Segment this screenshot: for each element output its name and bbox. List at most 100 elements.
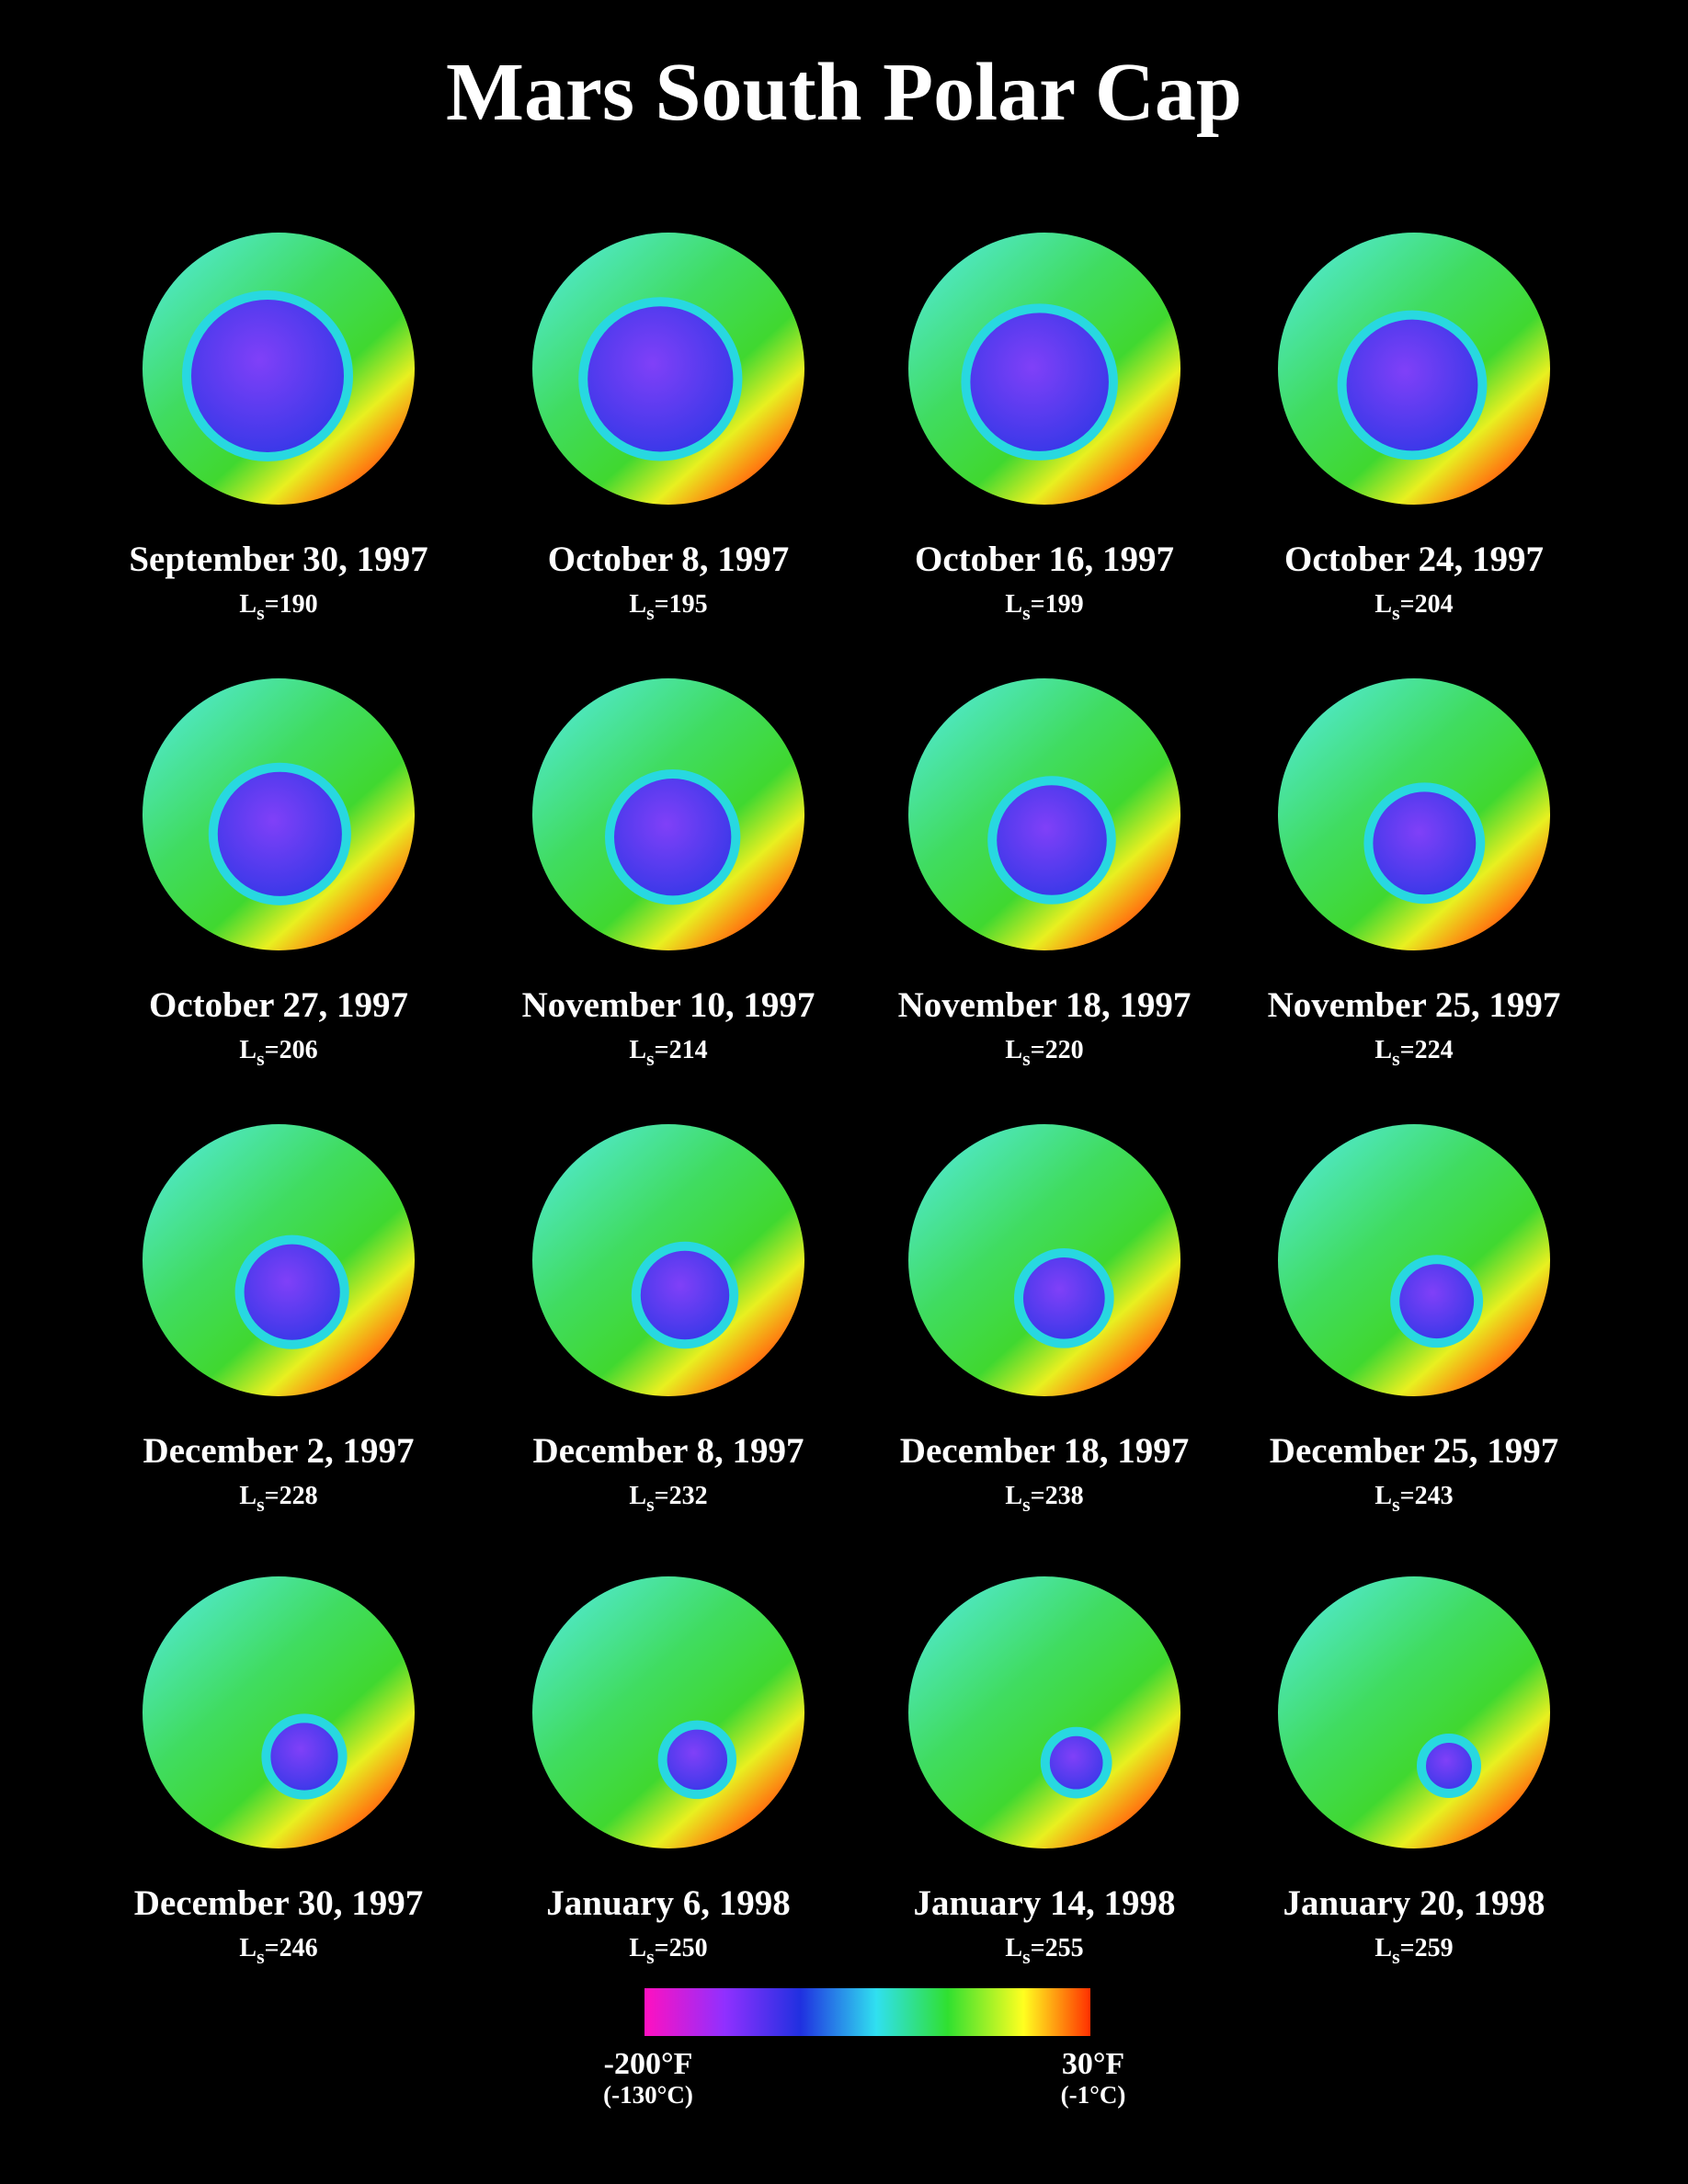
ls-subscript: s [1392,1493,1400,1516]
thermal-map [908,1576,1180,1848]
ls-subscript: s [257,1047,265,1070]
ls-symbol: L [1005,1934,1022,1962]
ls-value: 238 [1045,1482,1084,1510]
ls-equals: = [265,590,279,619]
polar-cap [1014,1248,1114,1348]
ls-equals: = [1031,590,1045,619]
ls-equals: = [1400,590,1415,619]
date-label: January 6, 1998 [546,1883,790,1923]
ls-label: Ls=195 [629,590,707,624]
polar-cap [961,303,1118,461]
ls-subscript: s [1022,1047,1031,1070]
ls-equals: = [655,1482,669,1510]
ls-label: Ls=255 [1005,1934,1083,1968]
ls-symbol: L [1005,1482,1022,1510]
ls-subscript: s [1392,601,1400,624]
date-label: December 2, 1997 [143,1431,415,1471]
ls-symbol: L [629,1934,646,1962]
ls-subscript: s [646,1945,655,1968]
date-label: January 14, 1998 [914,1883,1176,1923]
polar-cap [1363,782,1486,904]
ls-subscript: s [646,601,655,624]
ls-equals: = [655,1934,669,1962]
ls-label: Ls=206 [239,1036,317,1070]
date-label: September 30, 1997 [129,540,428,579]
thermal-map [532,1576,804,1848]
ls-label: Ls=232 [629,1482,707,1516]
colorbar-low-c: (-130°C) [603,2081,693,2109]
colorbar-high-c: (-1°C) [1061,2081,1126,2109]
ls-label: Ls=220 [1005,1036,1083,1070]
ls-value: 204 [1415,590,1454,619]
ls-value: 224 [1415,1036,1454,1064]
ls-equals: = [1400,1934,1415,1962]
thermal-map [1278,1576,1550,1848]
ls-equals: = [1400,1482,1415,1510]
ls-value: 259 [1415,1934,1454,1962]
ls-value: 255 [1045,1934,1084,1962]
ls-symbol: L [1374,590,1392,619]
ls-label: Ls=204 [1374,590,1453,624]
colorbar-low-f: -200°F [604,2047,693,2081]
date-label: December 25, 1997 [1270,1431,1558,1471]
ls-value: 214 [669,1036,708,1064]
ls-value: 190 [279,590,318,619]
ls-symbol: L [239,1036,257,1064]
ls-symbol: L [1374,1482,1392,1510]
date-label: October 16, 1997 [915,540,1174,579]
ls-symbol: L [239,1934,257,1962]
ls-symbol: L [1005,1036,1022,1064]
ls-label: Ls=224 [1374,1036,1453,1070]
ls-label: Ls=250 [629,1934,707,1968]
polar-cap [987,776,1116,904]
ls-label: Ls=259 [1374,1934,1453,1968]
polar-cap [261,1713,348,1800]
ls-label: Ls=199 [1005,590,1083,624]
date-label: December 8, 1997 [533,1431,804,1471]
date-label: October 24, 1997 [1284,540,1544,579]
ls-symbol: L [239,1482,257,1510]
date-label: January 20, 1998 [1283,1883,1545,1923]
polar-cap [1390,1255,1484,1348]
colorbar-high-f: 30°F [1062,2047,1124,2081]
ls-value: 232 [669,1482,708,1510]
ls-label: Ls=238 [1005,1482,1083,1516]
color-bar [644,1988,1090,2036]
ls-subscript: s [257,601,265,624]
ls-subscript: s [1022,1945,1031,1968]
ls-equals: = [265,1934,279,1962]
ls-symbol: L [239,590,257,619]
polar-cap [1337,310,1488,461]
ls-value: 250 [669,1934,708,1962]
polar-cap [631,1241,739,1349]
ls-label: Ls=228 [239,1482,317,1516]
ls-value: 243 [1415,1482,1454,1510]
polar-cap [182,290,353,461]
ls-subscript: s [257,1945,265,1968]
ls-equals: = [1400,1036,1415,1064]
ls-equals: = [265,1036,279,1064]
ls-symbol: L [1005,590,1022,619]
thermal-map [1278,1124,1550,1396]
ls-subscript: s [646,1047,655,1070]
ls-value: 220 [1045,1036,1084,1064]
thermal-map [143,1576,415,1848]
ls-equals: = [1031,1934,1045,1962]
polar-cap [657,1720,737,1800]
title: Mars South Polar Cap [446,47,1242,138]
ls-equals: = [655,1036,669,1064]
date-label: December 18, 1997 [900,1431,1189,1471]
ls-value: 228 [279,1482,318,1510]
ls-subscript: s [1392,1047,1400,1070]
polar-cap [234,1234,349,1349]
ls-value: 246 [279,1934,318,1962]
ls-symbol: L [1374,1934,1392,1962]
ls-symbol: L [629,590,646,619]
ls-equals: = [1031,1482,1045,1510]
ls-equals: = [655,590,669,619]
polar-cap [1040,1726,1112,1799]
polar-cap [208,762,351,905]
ls-subscript: s [257,1493,265,1516]
